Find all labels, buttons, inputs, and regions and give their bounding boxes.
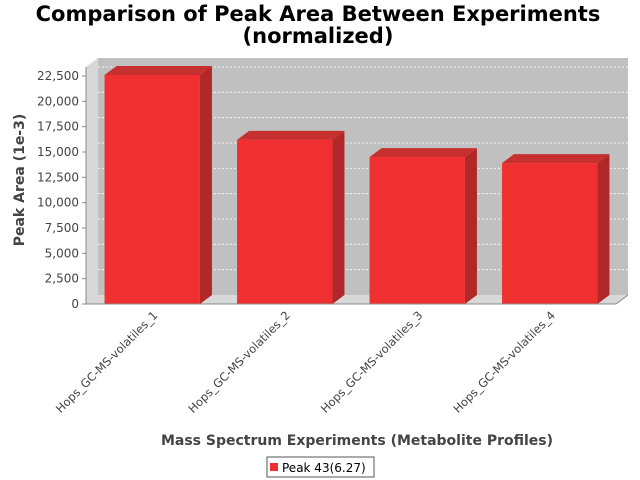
chart-title-line-2: (normalized): [243, 24, 394, 48]
bar-3: [369, 148, 477, 304]
bar-side: [332, 130, 345, 304]
bar-front: [104, 74, 200, 304]
y-axis-title: Peak Area (1e-3): [12, 114, 28, 247]
bar-top: [104, 65, 212, 75]
bar-front: [237, 139, 333, 304]
bar-1: [104, 65, 212, 304]
x-tick-label: Hops_GC-MS-volatiles_2: [185, 308, 292, 415]
bar-4: [502, 154, 610, 304]
y-tick-label: 10,000: [37, 196, 79, 210]
y-tick-label: 7,500: [45, 221, 79, 235]
legend-label: Peak 43(6.27): [282, 461, 366, 475]
bar-top: [369, 148, 477, 158]
x-tick-label: Hops_GC-MS-volatiles_3: [318, 308, 425, 415]
legend: Peak 43(6.27): [266, 456, 375, 478]
bar-side: [597, 154, 610, 304]
bars: [104, 65, 610, 304]
legend-swatch: [270, 463, 278, 471]
y-tick-label: 12,500: [37, 170, 79, 184]
x-tick-label: Hops_GC-MS-volatiles_1: [53, 308, 160, 415]
bar-side: [464, 148, 477, 304]
bar-top: [237, 130, 345, 140]
x-axis-line-depth: [615, 294, 629, 305]
bar-front: [502, 163, 598, 304]
y-tick-label: 20,000: [37, 94, 79, 108]
x-axis: Hops_GC-MS-volatiles_1 Hops_GC-MS-volatil…: [53, 294, 629, 416]
y-tick-label: 5,000: [45, 246, 79, 260]
bar-side: [199, 65, 212, 304]
bar-2: [237, 130, 345, 304]
y-tick-label: 17,500: [37, 120, 79, 134]
bar-front: [369, 157, 465, 304]
y-tick-label: 22,500: [37, 69, 79, 83]
y-axis: 0 2,500 5,000 7,500 10,000 12,500 15,000 17,500…: [37, 67, 87, 311]
legend-box: [266, 456, 375, 478]
plot-floor: [86, 295, 628, 304]
x-tick-label: Hops_GC-MS-volatiles_4: [450, 308, 557, 415]
chart-title-line-1: Comparison of Peak Area Between Experime…: [36, 2, 601, 26]
bar-top: [502, 154, 610, 164]
y-tick-label: 2,500: [45, 272, 79, 286]
x-axis-title: Mass Spectrum Experiments (Metabolite Pr…: [161, 433, 553, 449]
y-tick-label: 0: [71, 297, 79, 311]
y-tick-label: 15,000: [37, 145, 79, 159]
